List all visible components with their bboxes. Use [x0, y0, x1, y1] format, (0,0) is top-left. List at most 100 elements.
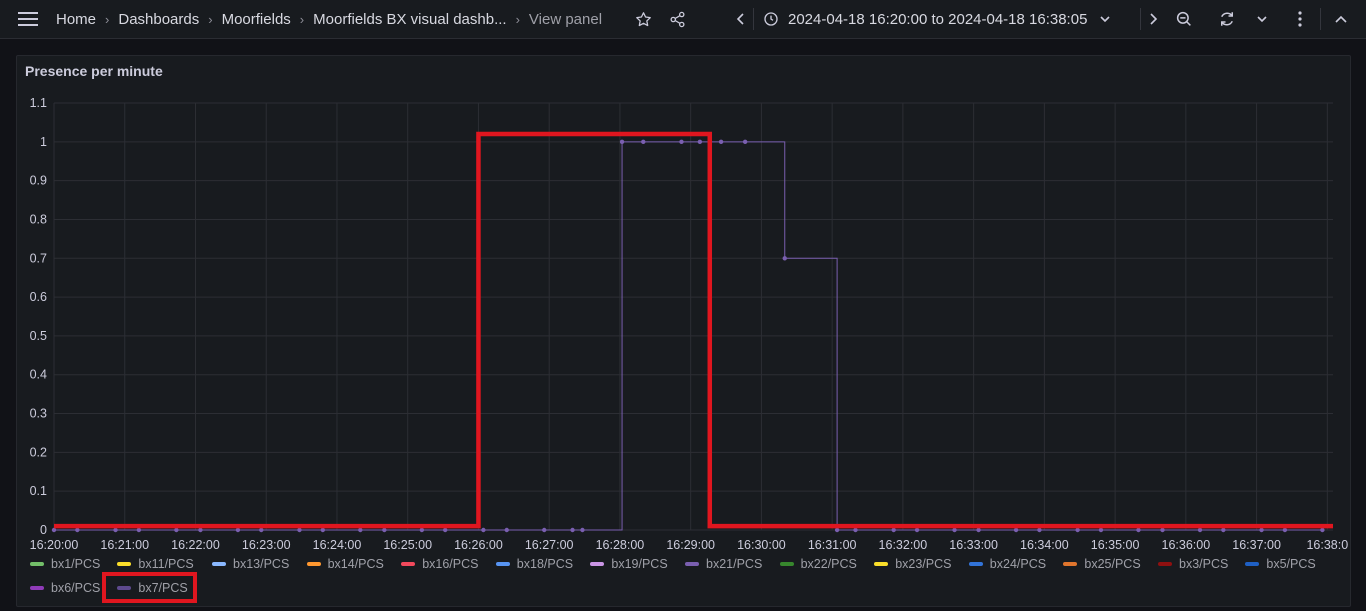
legend-label: bx25/PCS	[1084, 557, 1141, 571]
legend-item-bx7-pcs[interactable]: bx7/PCS	[117, 581, 188, 595]
data-point	[976, 527, 981, 533]
legend-label: bx16/PCS	[422, 557, 479, 571]
breadcrumb-moorfields[interactable]: Moorfields	[221, 10, 291, 28]
y-tick-label: 0.7	[30, 251, 47, 265]
legend-item-bx19-pcs[interactable]: bx19/PCS	[590, 557, 668, 571]
zoom-out-icon[interactable]	[1172, 0, 1196, 38]
data-point	[1259, 527, 1264, 533]
legend-item-bx24-pcs[interactable]: bx24/PCS	[968, 557, 1047, 571]
x-tick-label: 16:27:00	[525, 538, 574, 552]
legend-item-bx14-pcs[interactable]: bx14/PCS	[306, 557, 384, 571]
y-tick-label: 0.9	[30, 174, 47, 188]
data-point	[442, 527, 448, 533]
data-point	[782, 256, 787, 261]
data-point	[1013, 527, 1019, 533]
legend-label: bx21/PCS	[706, 557, 763, 571]
data-point	[914, 527, 920, 533]
data-point	[891, 527, 896, 533]
legend-item-bx5-pcs[interactable]: bx5/PCS	[1245, 557, 1316, 571]
data-point	[580, 527, 585, 533]
menu-icon[interactable]	[14, 0, 42, 38]
x-tick-label: 16:35:00	[1091, 538, 1140, 552]
time-range-picker[interactable]: 2024-04-18 16:20:00 to 2024-04-18 16:38:…	[763, 0, 1110, 38]
legend-swatch	[968, 562, 983, 566]
data-point	[952, 527, 957, 533]
data-point	[51, 527, 57, 533]
data-point	[297, 527, 302, 533]
legend-item-bx23-pcs[interactable]: bx23/PCS	[874, 557, 951, 571]
data-point	[1221, 527, 1226, 533]
legend-swatch	[30, 586, 44, 590]
more-options-icon[interactable]	[1290, 0, 1310, 38]
refresh-interval-dropdown-icon[interactable]	[1252, 0, 1272, 38]
breadcrumb-dashboard[interactable]: Moorfields BX visual dashb...	[313, 10, 507, 28]
legend-swatch	[779, 562, 794, 566]
x-tick-label: 16:38:0	[1306, 538, 1348, 552]
legend-highlight-box	[102, 572, 197, 603]
data-point	[834, 527, 840, 533]
legend-swatch	[1158, 562, 1172, 566]
x-tick-label: 16:24:00	[313, 538, 362, 552]
data-point	[1320, 527, 1325, 533]
y-tick-label: 0.8	[30, 212, 47, 226]
y-tick-label: 0	[40, 523, 47, 537]
legend-label: bx18/PCS	[516, 557, 574, 571]
time-back-icon[interactable]	[732, 0, 750, 38]
data-point	[113, 527, 118, 533]
x-tick-label: 16:29:00	[666, 538, 715, 552]
star-icon[interactable]	[632, 0, 654, 38]
data-point	[382, 527, 387, 533]
data-point	[697, 139, 703, 145]
data-point	[481, 527, 486, 533]
chevron-right-icon: ›	[208, 11, 213, 27]
legend-item-bx6-pcs[interactable]: bx6/PCS	[30, 581, 100, 595]
time-forward-icon[interactable]	[1144, 0, 1162, 38]
clock-icon	[764, 12, 778, 26]
legend-swatch	[306, 562, 321, 566]
data-point	[1197, 527, 1203, 533]
data-point	[235, 527, 241, 533]
y-tick-label: 0.4	[30, 368, 47, 382]
legend-swatch	[1063, 562, 1078, 566]
x-tick-label: 16:23:00	[242, 538, 291, 552]
collapse-chevron-up-icon[interactable]	[1330, 0, 1352, 38]
share-icon[interactable]	[666, 0, 688, 38]
x-tick-label: 16:32:00	[879, 538, 928, 552]
legend-item-bx11-pcs[interactable]: bx11/PCS	[117, 557, 194, 571]
legend-item-bx18-pcs[interactable]: bx18/PCS	[495, 557, 574, 571]
breadcrumb-home[interactable]: Home	[56, 10, 97, 28]
data-point	[1282, 527, 1288, 533]
legend-swatch	[117, 586, 132, 590]
legend-swatch	[30, 562, 44, 566]
legend-swatch	[685, 562, 699, 566]
panel: Presence per minute	[16, 55, 1351, 607]
legend-swatch	[117, 562, 132, 566]
legend-item-bx13-pcs[interactable]: bx13/PCS	[212, 557, 289, 571]
y-tick-label: 0.3	[30, 407, 47, 421]
divider	[1140, 8, 1141, 30]
y-tick-label: 1.1	[30, 96, 47, 110]
time-range-label: 2024-04-18 16:20:00 to 2024-04-18 16:38:…	[788, 10, 1088, 28]
legend-item-bx1-pcs[interactable]: bx1/PCS	[30, 557, 100, 571]
refresh-icon[interactable]	[1215, 0, 1239, 38]
x-tick-label: 16:25:00	[383, 538, 432, 552]
x-tick-label: 16:33:00	[949, 538, 998, 552]
legend-swatch	[495, 562, 510, 566]
legend-label: bx24/PCS	[989, 557, 1047, 571]
x-tick-label: 16:20:00	[30, 538, 79, 552]
legend-item-bx21-pcs[interactable]: bx21/PCS	[685, 557, 762, 571]
legend-item-bx25-pcs[interactable]: bx25/PCS	[1063, 557, 1141, 571]
legend-item-bx16-pcs[interactable]: bx16/PCS	[401, 557, 478, 571]
divider	[1320, 8, 1321, 30]
legend-label: bx7/PCS	[138, 581, 188, 595]
breadcrumb-dashboards[interactable]: Dashboards	[118, 10, 200, 28]
legend-item-bx3-pcs[interactable]: bx3/PCS	[1158, 557, 1228, 571]
data-point	[619, 139, 625, 145]
data-point	[504, 527, 509, 533]
legend-item-bx22-pcs[interactable]: bx22/PCS	[779, 557, 857, 571]
x-tick-label: 16:22:00	[171, 538, 220, 552]
data-point	[742, 139, 748, 145]
chevron-right-icon: ›	[105, 11, 110, 27]
legend-label: bx5/PCS	[1266, 557, 1316, 571]
